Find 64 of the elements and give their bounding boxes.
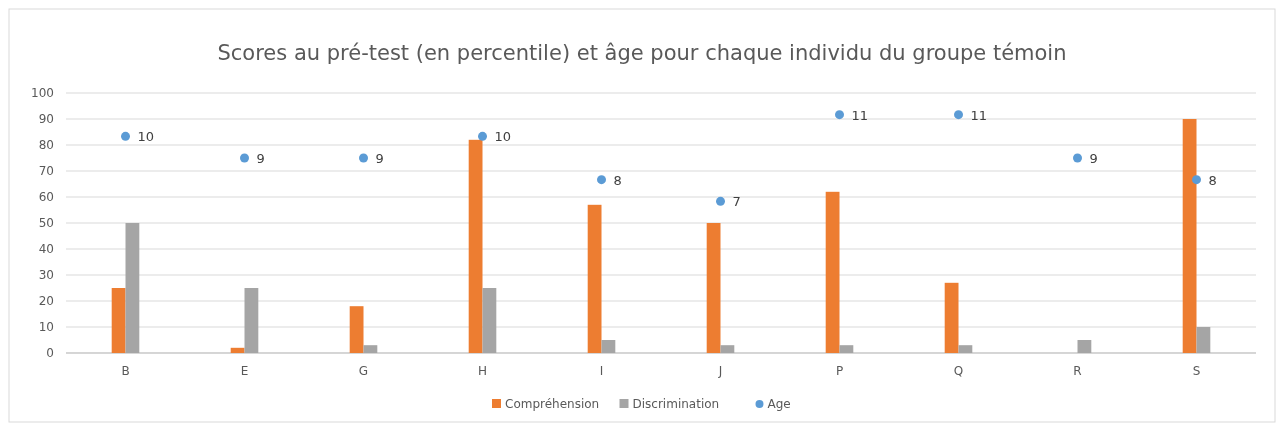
- point: [1073, 153, 1082, 163]
- x-tick-label: G: [358, 364, 369, 378]
- bar: [706, 223, 721, 353]
- bar: [720, 345, 735, 353]
- x-tick-label: J: [717, 364, 723, 378]
- x-tick-label: P: [835, 364, 844, 378]
- legend-label: Compréhension: [505, 397, 600, 411]
- y-tick-label: 60: [38, 190, 54, 204]
- x-tick-label: S: [1192, 364, 1201, 378]
- bar: [468, 139, 483, 353]
- point: [1192, 175, 1201, 185]
- data-label: 10: [494, 129, 512, 145]
- bar: [1077, 340, 1092, 353]
- y-tick-label: 100: [31, 86, 54, 100]
- point: [716, 196, 725, 206]
- bar: [1182, 119, 1197, 353]
- data-label: 11: [851, 107, 869, 123]
- bar: [363, 345, 378, 353]
- bar: [244, 288, 259, 353]
- bar: [230, 347, 245, 353]
- x-tick-label: H: [477, 364, 488, 378]
- y-tick-label: 10: [38, 320, 54, 334]
- legend-label: Age: [767, 397, 791, 411]
- data-label: 9: [375, 151, 384, 166]
- point: [359, 153, 368, 163]
- bar: [125, 223, 140, 353]
- point: [597, 175, 606, 185]
- bar: [958, 345, 973, 353]
- data-label: 11: [970, 107, 988, 123]
- bar: [825, 191, 840, 353]
- bar: [587, 204, 602, 353]
- y-tick-label: 40: [38, 242, 54, 256]
- y-tick-label: 70: [38, 164, 54, 178]
- point: [478, 131, 487, 141]
- chart-title: Scores au pré-test (en percentile) et âge pour chaque individu du groupe témoin: [217, 41, 1067, 65]
- y-tick-label: 30: [38, 268, 54, 282]
- y-tick-label: 50: [38, 216, 54, 230]
- x-tick-label: R: [1073, 364, 1082, 378]
- data-label: 9: [1089, 151, 1098, 166]
- point: [954, 110, 963, 120]
- y-tick-label: 0: [46, 346, 54, 360]
- y-tick-label: 80: [38, 138, 54, 152]
- point: [121, 131, 130, 141]
- bar: [1196, 327, 1211, 353]
- bar: [839, 345, 854, 353]
- data-label: 9: [256, 151, 265, 166]
- x-tick-label: B: [121, 364, 130, 378]
- point: [835, 110, 844, 120]
- x-tick-label: E: [240, 364, 249, 378]
- bar: [601, 340, 616, 353]
- legend-label: Discrimination: [632, 397, 720, 411]
- data-label: 8: [1208, 172, 1217, 188]
- data-label: 7: [732, 194, 741, 210]
- bar: [482, 288, 497, 353]
- y-tick-label: 20: [38, 294, 54, 308]
- bar: [944, 282, 959, 353]
- bar: [111, 288, 126, 353]
- data-label: 8: [613, 172, 622, 188]
- point: [240, 153, 249, 163]
- y-tick-label: 90: [38, 112, 54, 126]
- x-tick-label: I: [599, 364, 604, 378]
- bar: [349, 306, 364, 353]
- data-label: 10: [137, 129, 155, 145]
- x-tick-label: Q: [953, 364, 964, 378]
